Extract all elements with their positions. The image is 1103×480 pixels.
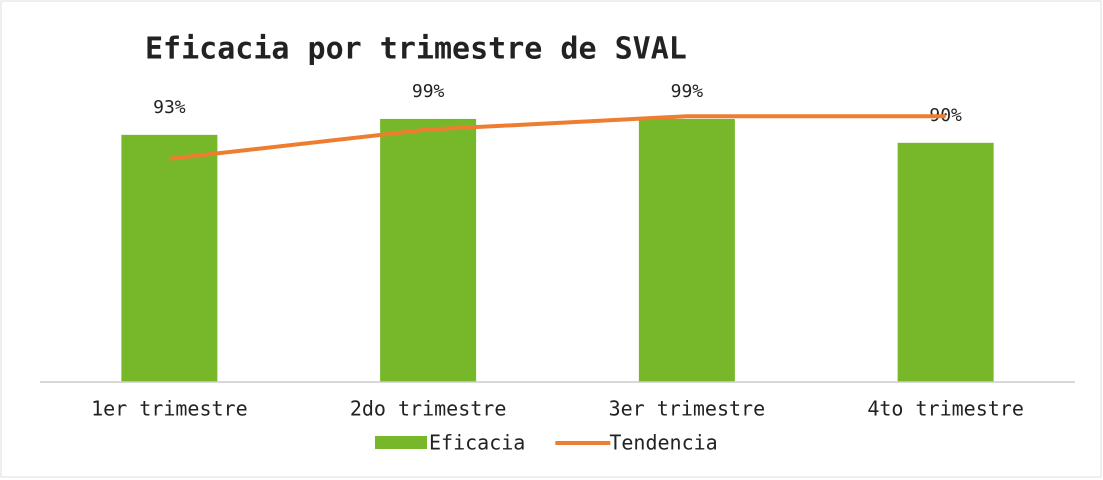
legend-swatch <box>375 436 427 449</box>
legend-label: Tendencia <box>609 431 717 455</box>
data-label: 99% <box>412 81 445 102</box>
bar <box>897 142 994 382</box>
data-label: 90% <box>929 105 962 126</box>
data-label: 93% <box>153 97 186 118</box>
x-tick-label: 2do trimestre <box>350 397 507 421</box>
bar <box>638 118 735 383</box>
legend-label: Eficacia <box>429 431 525 455</box>
chart-title: Eficacia por trimestre de SVAL <box>145 32 687 67</box>
x-tick-label: 4to trimestre <box>867 397 1024 421</box>
data-label: 99% <box>671 81 704 102</box>
trend-line <box>169 114 946 161</box>
bar <box>380 118 477 383</box>
bar <box>121 134 218 382</box>
x-tick-label: 3er trimestre <box>609 397 766 421</box>
x-tick-label: 1er trimestre <box>91 397 248 421</box>
